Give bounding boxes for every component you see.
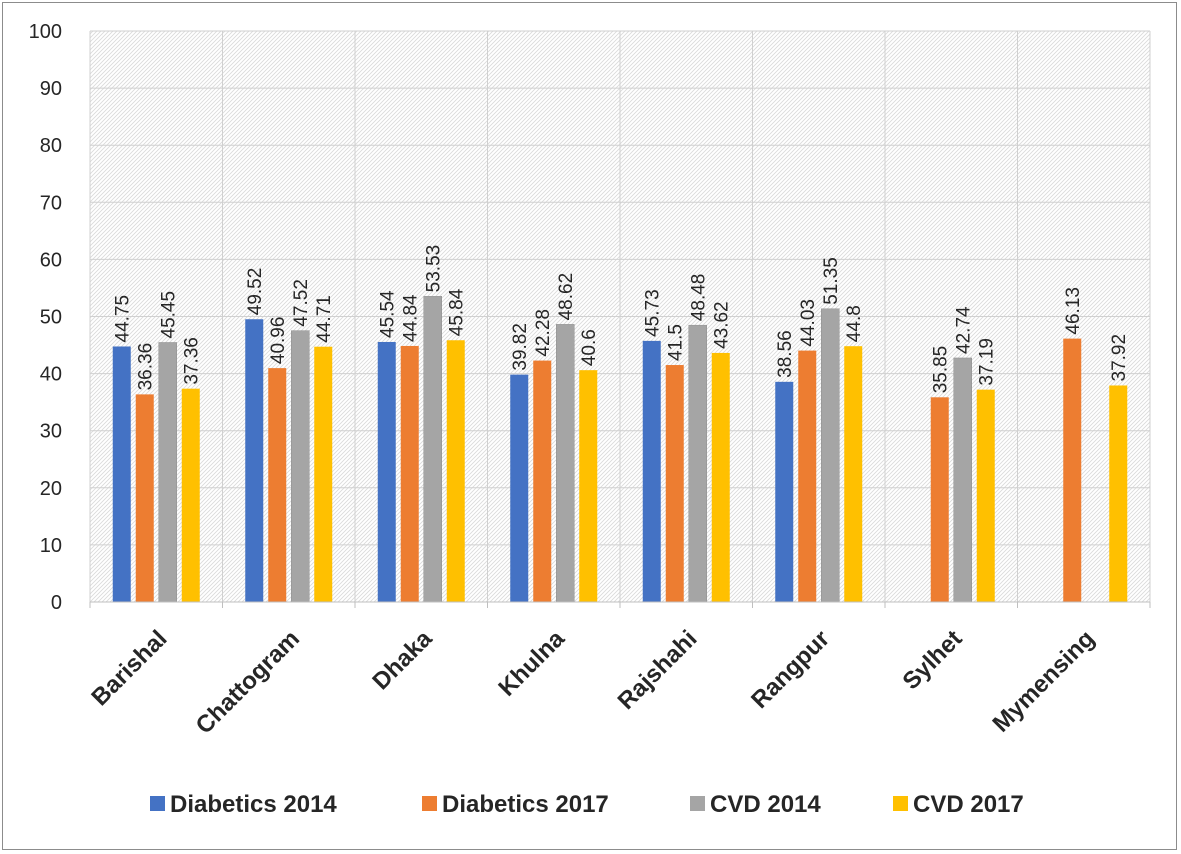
data-label: 44.03 (798, 299, 819, 347)
y-tick-label: 90 (40, 78, 62, 100)
data-label: 44.75 (113, 295, 134, 343)
bar (798, 350, 817, 602)
y-tick-label: 60 (40, 249, 62, 271)
x-category-label: Rajshahi (613, 625, 703, 715)
data-label: 36.36 (136, 343, 157, 391)
bar (112, 346, 131, 602)
bar (377, 341, 396, 602)
bar (976, 389, 995, 602)
bar (268, 368, 287, 602)
bar (423, 296, 442, 603)
data-label: 41.5 (666, 324, 687, 361)
data-label: 44.84 (401, 294, 422, 342)
bar (1109, 385, 1128, 602)
legend-swatch (150, 796, 165, 811)
data-label: 45.54 (378, 290, 399, 338)
data-label: 53.53 (424, 245, 445, 293)
bar (533, 360, 552, 602)
data-label: 40.96 (268, 317, 289, 365)
y-tick-label: 50 (40, 307, 62, 329)
legend-label: Diabetics 2017 (442, 791, 609, 818)
gridlines (89, 30, 1151, 603)
bar (446, 340, 465, 602)
y-tick-label: 10 (40, 535, 62, 557)
bar (1063, 338, 1082, 602)
bar (245, 319, 264, 602)
bar (665, 365, 684, 602)
y-tick-label: 40 (40, 364, 62, 386)
y-tick-label: 0 (51, 592, 62, 614)
y-tick-label: 20 (40, 478, 62, 500)
y-tick-label: 80 (40, 135, 62, 157)
bar (821, 308, 840, 603)
legend-swatch (422, 796, 437, 811)
x-category-label: Rangpur (746, 625, 835, 714)
x-category-label: Khulna (493, 625, 570, 702)
data-label: 45.45 (159, 291, 180, 339)
data-label: 40.6 (579, 329, 600, 366)
data-label: 43.62 (712, 301, 733, 349)
bars-group (112, 296, 1128, 603)
bar (158, 342, 177, 603)
bar (579, 370, 598, 602)
data-label: 42.74 (954, 306, 975, 354)
bar (953, 357, 972, 603)
legend-swatch (893, 796, 908, 811)
x-axis: Barishal Chattogram Dhaka Khulna Rajshahi Ran… (86, 601, 1151, 739)
bar (642, 340, 661, 602)
data-label: 47.52 (291, 279, 312, 327)
data-label: 48.62 (556, 273, 577, 321)
bar (400, 345, 419, 602)
x-category-label: Mymensing (988, 625, 1100, 737)
legend: Diabetics 2014 Diabetics 2017 CVD 2014 CVD … (150, 791, 1024, 818)
bar (510, 374, 529, 602)
bar (181, 388, 200, 602)
data-label: 37.92 (1109, 334, 1130, 382)
data-label: 51.35 (821, 257, 842, 305)
bar (711, 352, 730, 602)
legend-label: Diabetics 2014 (170, 791, 337, 818)
data-label: 48.48 (689, 274, 710, 322)
data-label: 44.8 (844, 305, 865, 342)
y-axis: 0 10 20 30 40 50 60 70 80 90 100 (29, 21, 62, 614)
data-label: 44.71 (314, 295, 335, 343)
bar (688, 324, 707, 603)
data-label: 49.52 (245, 268, 266, 316)
y-tick-label: 100 (29, 21, 62, 43)
x-category-label: Sylhet (897, 625, 967, 695)
data-label: 42.28 (533, 309, 554, 357)
bar (930, 397, 949, 602)
legend-label: CVD 2017 (913, 791, 1024, 818)
x-category-label: Dhaka (367, 625, 437, 695)
x-category-label: Barishal (86, 625, 172, 711)
data-label: 39.82 (510, 323, 531, 371)
data-label: 46.13 (1063, 287, 1084, 335)
legend-label: CVD 2014 (710, 791, 821, 818)
x-category-label: Chattogram (191, 625, 305, 739)
bar (314, 346, 333, 602)
bar (775, 381, 794, 602)
bar (556, 324, 575, 603)
data-label: 37.19 (977, 338, 998, 386)
bar (291, 330, 310, 603)
bar (844, 346, 863, 602)
data-labels-group: 44.75 49.52 45.54 39.82 45.73 38.56 36.36 40.96… (113, 245, 1131, 393)
y-tick-label: 70 (40, 192, 62, 214)
data-label: 35.85 (931, 346, 952, 394)
bar (135, 394, 154, 602)
y-tick-label: 30 (40, 421, 62, 443)
data-label: 45.84 (447, 288, 468, 336)
data-label: 37.36 (182, 337, 203, 385)
data-label: 38.56 (775, 330, 796, 378)
legend-swatch (690, 796, 705, 811)
data-label: 45.73 (643, 289, 664, 337)
